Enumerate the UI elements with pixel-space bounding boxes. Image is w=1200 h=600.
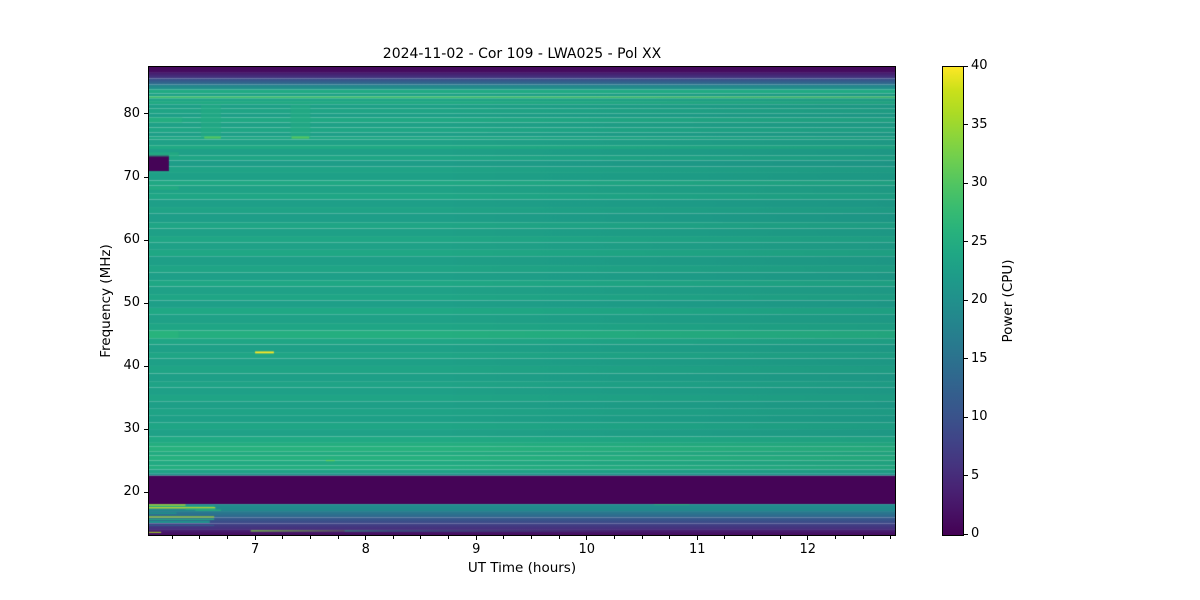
x-minor-tick-mark: [309, 536, 311, 539]
plot-area: [148, 66, 896, 536]
x-minor-tick-mark: [724, 536, 726, 539]
colorbar-tick-label: 30: [971, 175, 988, 190]
colorbar-tick-label: 15: [971, 350, 988, 366]
x-minor-tick-mark: [530, 536, 532, 539]
x-tick-label: 10: [578, 542, 596, 557]
x-minor-tick-mark: [641, 536, 643, 539]
x-minor-tick-mark: [199, 536, 201, 539]
colorbar-tick-mark: [964, 65, 968, 67]
x-minor-tick-mark: [337, 536, 339, 539]
spectrogram-heatmap: [149, 67, 895, 535]
y-tick-label: 80: [123, 105, 140, 121]
colorbar-tick-mark: [964, 358, 968, 359]
y-tick-label: 40: [123, 358, 140, 374]
colorbar-tick-mark: [964, 124, 968, 125]
colorbar-tick-label: 40: [971, 58, 988, 73]
x-minor-tick-mark: [890, 536, 892, 539]
x-axis-label: UT Time (hours): [467, 560, 577, 576]
x-minor-tick-mark: [834, 536, 836, 539]
plot-title: 2024-11-02 - Cor 109 - LWA025 - Pol XX: [382, 46, 662, 62]
x-minor-tick-mark: [227, 536, 229, 539]
colorbar-tick-mark: [964, 416, 968, 418]
y-axis-label: Frequency (MHz): [98, 244, 114, 358]
colorbar-tick-mark: [964, 533, 968, 535]
x-minor-tick-mark: [752, 536, 754, 539]
x-tick-mark: [254, 536, 256, 540]
colorbar-tick-label: 35: [971, 116, 988, 132]
x-tick-label: 12: [799, 542, 817, 557]
colorbar-tick-mark: [964, 241, 968, 242]
x-tick-label: 9: [472, 542, 481, 557]
x-minor-tick-mark: [613, 536, 615, 539]
colorbar-tick-mark: [964, 475, 968, 476]
x-tick-mark: [807, 536, 809, 540]
x-tick-label: 7: [251, 542, 260, 557]
x-minor-tick-mark: [558, 536, 560, 539]
x-tick-label: 8: [361, 542, 370, 557]
colorbar-tick-label: 0: [971, 526, 980, 541]
colorbar-tick-label: 10: [971, 409, 988, 424]
x-tick-mark: [586, 536, 588, 540]
y-tick-label: 20: [123, 484, 140, 500]
x-minor-tick-mark: [862, 536, 864, 539]
y-tick-label: 70: [123, 169, 140, 184]
colorbar-gradient: [943, 67, 963, 535]
x-minor-tick-mark: [503, 536, 505, 539]
x-tick-mark: [696, 536, 698, 540]
x-minor-tick-mark: [171, 536, 173, 539]
x-minor-tick-mark: [779, 536, 781, 539]
colorbar-tick-mark: [964, 182, 968, 184]
x-tick-mark: [475, 536, 477, 540]
x-tick-label: 11: [688, 542, 706, 557]
colorbar: [942, 66, 964, 536]
x-minor-tick-mark: [420, 536, 422, 539]
x-tick-mark: [365, 536, 367, 540]
x-minor-tick-mark: [448, 536, 450, 539]
y-tick-label: 30: [123, 421, 140, 437]
colorbar-label: Power (CPU): [1000, 259, 1016, 343]
colorbar-tick-mark: [964, 299, 968, 301]
x-minor-tick-mark: [669, 536, 671, 539]
x-minor-tick-mark: [282, 536, 284, 539]
colorbar-tick-label: 25: [971, 233, 988, 249]
colorbar-tick-label: 5: [971, 467, 980, 483]
x-minor-tick-mark: [392, 536, 394, 539]
